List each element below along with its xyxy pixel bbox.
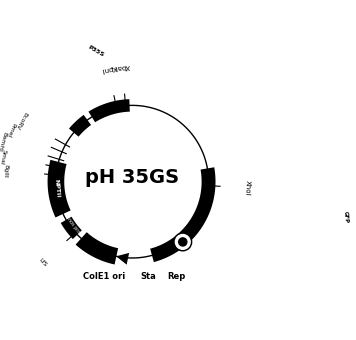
- Circle shape: [174, 233, 192, 251]
- Text: P35S: P35S: [87, 45, 105, 58]
- Text: SmaI: SmaI: [0, 148, 7, 165]
- Text: nos ter: nos ter: [80, 126, 96, 142]
- Text: PmeI: PmeI: [6, 122, 16, 138]
- Text: Sta: Sta: [141, 272, 156, 281]
- FancyArrow shape: [88, 40, 104, 61]
- Text: Rep: Rep: [167, 272, 185, 281]
- Text: XbaI: XbaI: [114, 63, 130, 70]
- Text: ColE1 ori: ColE1 ori: [83, 272, 126, 281]
- Text: pH 35GS: pH 35GS: [85, 168, 179, 187]
- Text: nos pro: nos pro: [66, 217, 80, 235]
- Circle shape: [176, 235, 190, 249]
- Text: LfS: LfS: [38, 257, 48, 267]
- Text: NPTII: NPTII: [53, 179, 59, 198]
- Text: BglII: BglII: [2, 164, 9, 178]
- Text: BamHI: BamHI: [0, 131, 7, 153]
- FancyArrow shape: [340, 211, 352, 228]
- Text: GFP: GFP: [343, 211, 349, 224]
- Text: XhoI: XhoI: [244, 180, 251, 196]
- Text: GATE
WAY: GATE WAY: [195, 214, 226, 248]
- Text: KpnI: KpnI: [100, 64, 116, 73]
- Circle shape: [179, 238, 187, 246]
- Text: EcoRV: EcoRV: [14, 110, 28, 130]
